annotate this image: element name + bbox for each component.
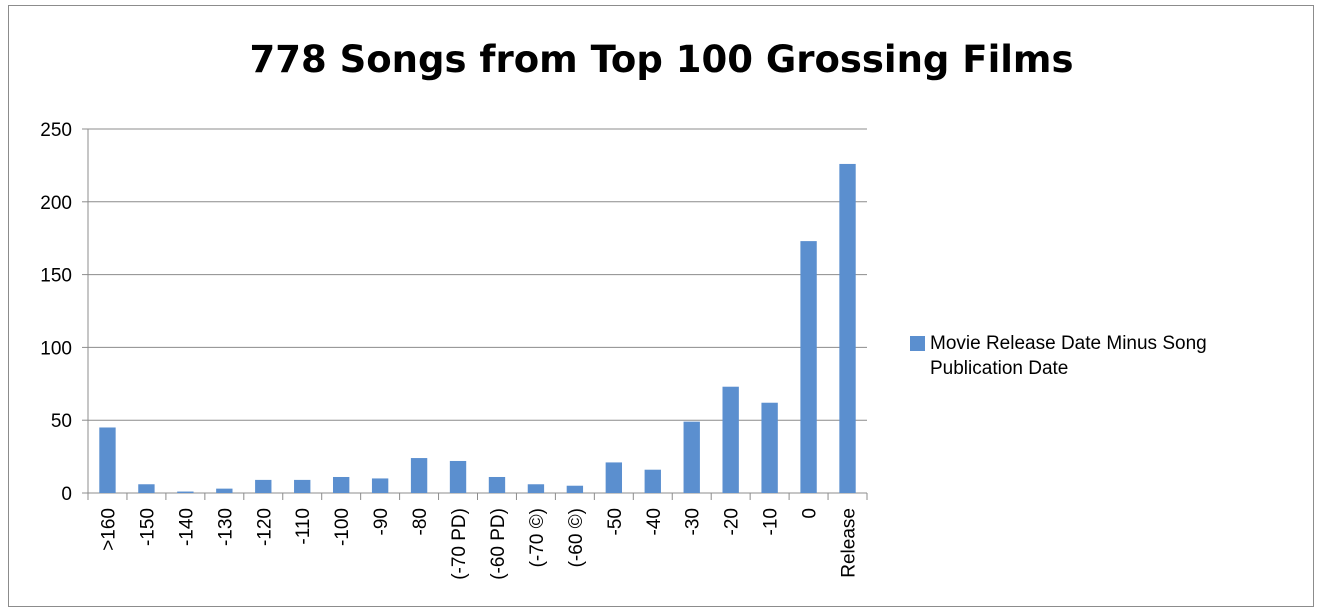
bar [294,479,311,493]
bar [566,485,584,493]
x-tick-label: (-70 ©) [527,508,548,567]
x-tick-label: -120 [254,508,275,546]
chart-title: 778 Songs from Top 100 Grossing Films [249,38,1074,81]
x-tick-label: -20 [722,508,743,535]
x-tick-label: 0 [800,508,821,519]
bar [332,476,350,493]
y-tick-label: 200 [40,193,72,214]
x-tick-label: -80 [410,508,431,535]
x-tick-label: (-60 PD) [488,508,509,580]
bar [761,402,778,493]
bar [488,476,506,493]
bar [800,241,817,493]
bar [99,427,116,493]
x-tick-label: >160 [98,508,119,551]
bar [449,460,467,493]
bar [683,421,700,493]
bar [839,163,856,493]
bar [644,469,661,493]
x-tick-label: -30 [683,508,704,535]
x-tick-label: -50 [605,508,626,535]
bar [722,386,739,493]
bar [527,484,545,493]
x-tick-label: -90 [371,508,392,535]
bar [410,458,428,493]
y-tick-label: 250 [40,120,72,141]
x-tick-label: Release [839,508,860,578]
bar [138,484,155,493]
x-tick-label: -140 [176,508,197,546]
bar [216,488,233,493]
y-tick-label: 100 [40,338,72,359]
y-tick-label: 150 [40,266,72,287]
bar [255,479,272,493]
legend-label: Movie Release Date Minus Song Publicatio… [930,333,1207,379]
x-tick-label: (-60 ©) [566,508,587,567]
x-tick-label: -130 [215,508,236,546]
bar [371,478,389,493]
legend-swatch [910,336,925,351]
x-tick-label: -150 [137,508,158,546]
x-tick-label: -100 [332,508,353,546]
y-tick-label: 0 [61,484,72,505]
y-tick-label: 50 [51,411,72,432]
x-tick-label: (-70 PD) [449,508,470,580]
bar [605,462,623,493]
x-tick-label: -110 [293,508,314,545]
chart-frame [8,5,1314,607]
x-tick-label: -40 [644,508,665,535]
x-tick-label: -10 [761,508,782,535]
bar [177,491,194,493]
